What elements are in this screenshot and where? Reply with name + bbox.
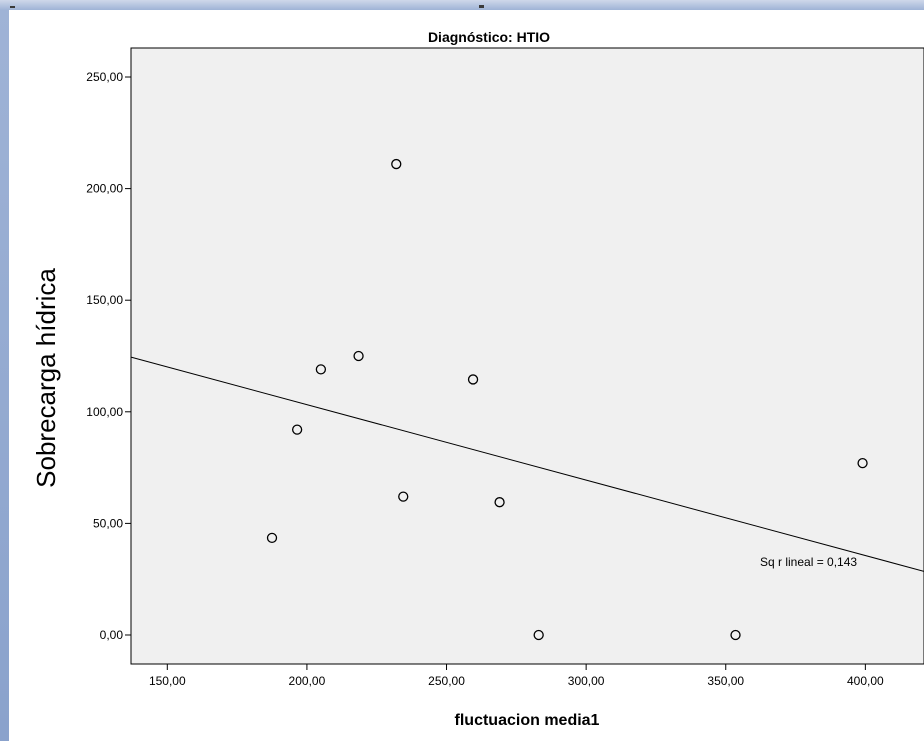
x-tick-label: 150,00 xyxy=(149,674,186,688)
slide-fragment-left xyxy=(10,6,15,8)
y-tick-label: 100,00 xyxy=(86,405,123,419)
x-tick-label: 350,00 xyxy=(707,674,744,688)
x-axis: 150,00 200,00 250,00 300,00 350,00 400,00 xyxy=(149,664,884,688)
chart-canvas: Diagnóstico: HTIO 0,00 50,00 100,00 150,00 2… xyxy=(9,10,924,741)
data-point xyxy=(291,424,303,435)
r-squared-annotation: Sq r lineal = 0,143 xyxy=(760,555,857,569)
y-axis: 0,00 50,00 100,00 150,00 200,00 250,00 xyxy=(86,70,131,642)
x-tick-label: 400,00 xyxy=(847,674,884,688)
y-tick-label: 0,00 xyxy=(100,628,124,642)
data-point xyxy=(467,374,479,385)
y-tick-label: 200,00 xyxy=(86,182,123,196)
data-point xyxy=(494,497,505,508)
y-tick-label: 50,00 xyxy=(93,516,123,530)
data-point xyxy=(730,629,741,641)
plot-area xyxy=(130,47,924,665)
data-point xyxy=(533,629,544,641)
y-tick-label: 150,00 xyxy=(86,293,123,307)
scatter-chart: Diagnóstico: HTIO 0,00 50,00 100,00 150,00 2… xyxy=(31,29,924,729)
data-point xyxy=(857,457,868,469)
y-axis-label: Sobrecarga hídrica xyxy=(31,268,61,488)
data-point xyxy=(315,364,327,375)
regression-line xyxy=(130,356,924,572)
y-tick-label: 250,00 xyxy=(86,70,123,84)
x-tick-label: 200,00 xyxy=(289,674,326,688)
data-point xyxy=(266,532,278,544)
slide-fragment-right xyxy=(479,5,484,8)
data-points xyxy=(266,158,868,641)
data-point xyxy=(398,491,409,502)
data-point xyxy=(391,158,402,170)
data-point xyxy=(353,350,364,362)
x-tick-label: 300,00 xyxy=(568,674,605,688)
x-tick-label: 250,00 xyxy=(428,674,465,688)
chart-title: Diagnóstico: HTIO xyxy=(428,29,550,45)
x-axis-label: fluctuacion media1 xyxy=(455,712,600,729)
